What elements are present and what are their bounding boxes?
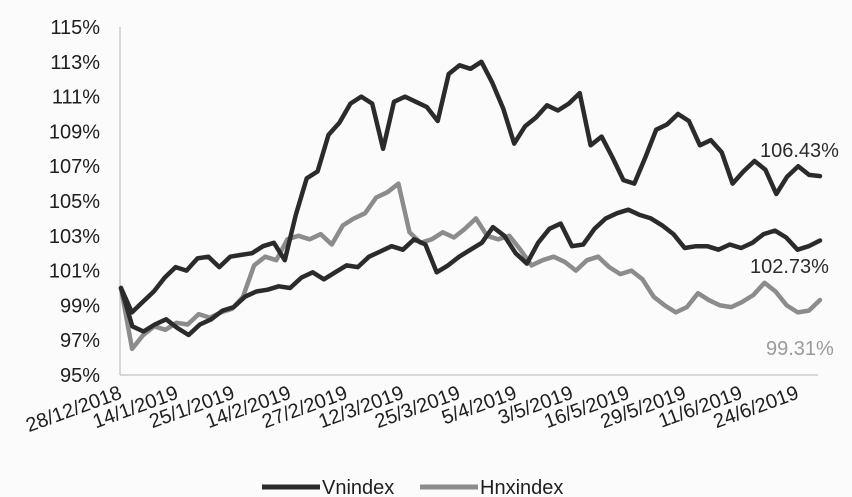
y-tick-label: 115%: [50, 17, 100, 39]
series-line-vnindex: [118, 59, 823, 315]
end-value-label: 102.73%: [750, 256, 829, 278]
y-tick-label: 113%: [50, 52, 100, 74]
legend-label: Vnindex: [322, 477, 394, 497]
y-tick-label: 95%: [60, 365, 100, 387]
end-value-label: 106.43%: [760, 140, 839, 162]
y-tick-label: 99%: [60, 295, 100, 317]
y-tick-label: 109%: [49, 121, 100, 143]
y-tick-label: 105%: [49, 191, 100, 213]
y-tick-label: 101%: [49, 261, 100, 283]
legend-label: Hnxindex: [480, 477, 563, 497]
end-labels: 106.43% 102.73% 99.31%: [750, 140, 839, 360]
series-line-hnxindex: [118, 181, 823, 352]
y-tick-label: 107%: [49, 156, 100, 178]
x-axis: 28/12/201814/1/201925/1/201914/2/201927/…: [23, 374, 818, 437]
series-line-unnamed: [118, 207, 823, 338]
legend: Vnindex Hnxindex: [262, 477, 563, 497]
plot-lines: [118, 59, 823, 352]
y-tick-label: 111%: [52, 87, 100, 109]
y-tick-label: 97%: [60, 330, 100, 352]
y-axis: 95% 97% 99% 101% 103% 105% 107% 109% 111% 113% 115…: [49, 17, 121, 387]
end-value-label: 99.31%: [766, 338, 834, 360]
y-tick-label: 103%: [49, 226, 100, 248]
